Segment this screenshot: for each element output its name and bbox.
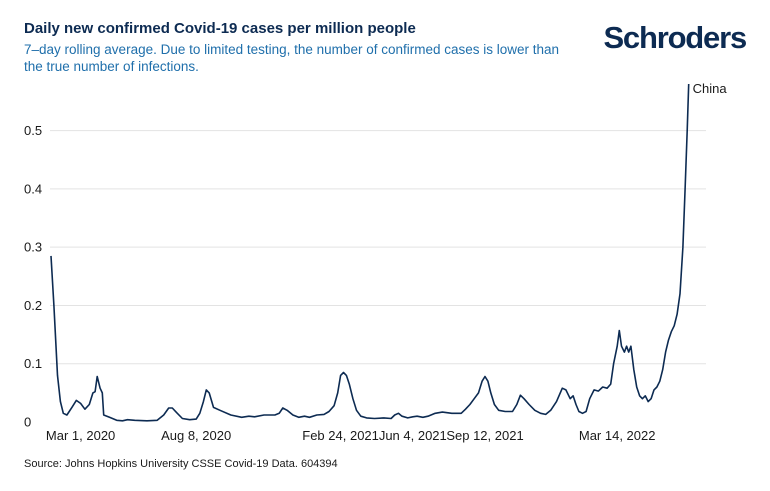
- y-axis: 0 0.1 0.2 0.3 0.4 0.5: [24, 123, 42, 429]
- y-tick-label: 0.3: [24, 240, 42, 255]
- x-tick-label: Mar 1, 2020: [46, 428, 115, 443]
- y-tick-label: 0.1: [24, 356, 42, 371]
- series-label: China: [693, 81, 728, 96]
- chart-subtitle: 7–day rolling average. Due to limited te…: [24, 42, 560, 74]
- x-tick-label: Mar 14, 2022: [579, 428, 656, 443]
- source-note: Source: Johns Hopkins University CSSE Co…: [24, 458, 338, 470]
- x-tick-label: Feb 24, 2021: [302, 428, 379, 443]
- y-tick-label: 0.4: [24, 181, 42, 196]
- y-tick-label: 0.5: [24, 123, 42, 138]
- series-line-china: [50, 83, 690, 422]
- schroders-logo: Schroders: [603, 20, 747, 55]
- y-tick-label: 0.2: [24, 298, 42, 313]
- x-axis: Mar 1, 2020 Aug 8, 2020 Feb 24, 2021 Jun 4,…: [46, 428, 656, 443]
- x-tick-label: Sep 12, 2021: [446, 428, 523, 443]
- y-tick-label: 0: [24, 415, 31, 430]
- series-layer: China: [50, 81, 728, 422]
- gridlines: [50, 130, 706, 365]
- x-tick-label: Jun 4, 2021: [379, 428, 447, 443]
- x-tick-label: Aug 8, 2020: [161, 428, 231, 443]
- chart-title: Daily new confirmed Covid-19 cases per m…: [24, 20, 416, 37]
